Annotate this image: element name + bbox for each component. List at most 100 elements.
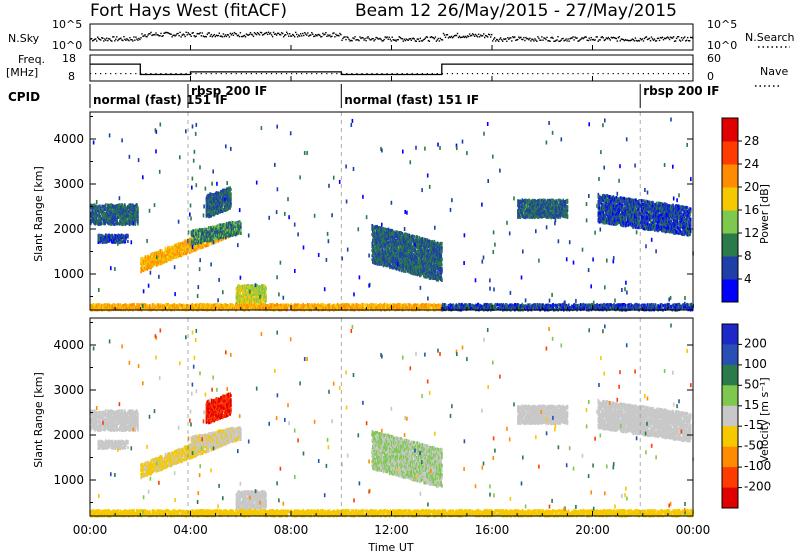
nave-dot xyxy=(582,73,584,75)
nsky-dot xyxy=(657,37,660,39)
nsky-dot xyxy=(380,38,382,41)
power-cell xyxy=(210,226,213,230)
nsky-dot xyxy=(528,39,530,41)
nsky-dot xyxy=(234,32,237,35)
nsky-dot xyxy=(690,36,692,39)
power-cell xyxy=(91,208,94,212)
nsky-dot xyxy=(419,37,421,40)
nsky-dot xyxy=(338,35,340,37)
nsky-dot xyxy=(231,32,234,35)
nsky-dot xyxy=(267,31,270,33)
nsky-dot xyxy=(466,35,469,37)
nsky-dot xyxy=(532,38,534,41)
nsky-dot xyxy=(670,37,673,39)
nsky-dot xyxy=(263,32,266,35)
power-cell xyxy=(221,230,223,234)
nsky-dot xyxy=(461,36,464,38)
nsky-dot xyxy=(662,39,665,41)
power-cell xyxy=(126,208,128,212)
nave-dot xyxy=(366,73,368,75)
nsky-dot xyxy=(186,34,188,36)
nave-dot xyxy=(667,73,670,75)
nave-dot xyxy=(677,73,680,75)
nsky-dot xyxy=(580,38,582,40)
nsky-dot xyxy=(145,35,147,38)
nsky-dot xyxy=(402,40,404,42)
power-cell xyxy=(200,228,203,232)
nsky-dot xyxy=(524,39,526,42)
nsky-dot xyxy=(562,37,564,40)
nsky-dot xyxy=(511,40,513,42)
nsky-dot xyxy=(332,32,334,35)
nsky-dot xyxy=(421,40,424,42)
nsky-dot xyxy=(679,40,682,42)
freq-label: Freq. xyxy=(18,53,45,66)
nsky-dot xyxy=(157,34,159,36)
nsky-dot xyxy=(193,35,195,37)
nsky-dot xyxy=(371,38,373,40)
nsky-dot xyxy=(214,35,216,38)
nsky-dot xyxy=(490,36,492,38)
nsky-dot xyxy=(205,36,207,38)
nsky-dot xyxy=(285,34,287,36)
nsky-dot xyxy=(557,36,559,38)
power-cell xyxy=(210,242,213,246)
nsky-dot xyxy=(153,33,155,36)
power-cell xyxy=(120,238,123,242)
nsky-dot xyxy=(652,39,655,41)
nsky-dot xyxy=(388,36,390,38)
nsky-dot xyxy=(240,35,243,38)
nsky-dot xyxy=(612,36,614,39)
power-cell xyxy=(181,249,183,253)
nsky-dot xyxy=(512,36,514,38)
nsky-dot xyxy=(526,38,528,40)
nsky-dot xyxy=(236,35,239,37)
nave-dot xyxy=(688,73,690,75)
power-cell xyxy=(352,303,355,307)
nsky-dot xyxy=(251,34,254,36)
nsky-dot xyxy=(160,32,162,35)
nsky-dot xyxy=(631,38,634,40)
power-cell xyxy=(100,206,102,210)
power-cell xyxy=(112,204,115,208)
nsky-dot xyxy=(474,33,477,36)
nsky-dot xyxy=(95,38,97,40)
nsky-dot xyxy=(322,32,324,35)
nsky-dot xyxy=(283,36,285,38)
nsky-dot xyxy=(614,37,616,39)
nsky-dot xyxy=(394,39,396,41)
nsky-dot xyxy=(447,37,450,39)
nsky-dot xyxy=(309,34,311,36)
nsky-dot xyxy=(116,36,118,38)
nsky-dot xyxy=(457,36,460,39)
power-cell xyxy=(191,236,194,240)
nsky-dot xyxy=(603,39,605,42)
nsky-dot xyxy=(523,36,525,39)
nsky-dot xyxy=(493,38,495,40)
nsky-dot xyxy=(311,32,313,34)
power-cell xyxy=(127,209,130,213)
power-cell xyxy=(201,236,203,240)
nsky-dot xyxy=(491,33,493,36)
nsky-dot xyxy=(171,36,173,38)
nsky-dot xyxy=(665,37,668,39)
nsky-dot xyxy=(184,35,186,38)
nave-dot xyxy=(522,73,524,75)
nsky-dot xyxy=(310,34,312,36)
nsky-dot xyxy=(100,39,102,41)
nsearch-label: N.Search xyxy=(745,31,795,44)
nave-dot xyxy=(517,73,519,75)
nsky-dot xyxy=(102,37,104,39)
nave-dot xyxy=(95,73,97,75)
nave-dot xyxy=(562,73,564,75)
nsky-dot xyxy=(200,35,202,37)
nave-dot xyxy=(537,73,539,75)
nsky-dot xyxy=(672,36,675,38)
power-cell xyxy=(166,254,168,258)
power-cell xyxy=(230,196,232,200)
power-cell xyxy=(112,217,114,221)
nsky-dot xyxy=(506,40,508,42)
nsky-dot xyxy=(329,34,331,36)
nsky-dot xyxy=(215,34,217,36)
